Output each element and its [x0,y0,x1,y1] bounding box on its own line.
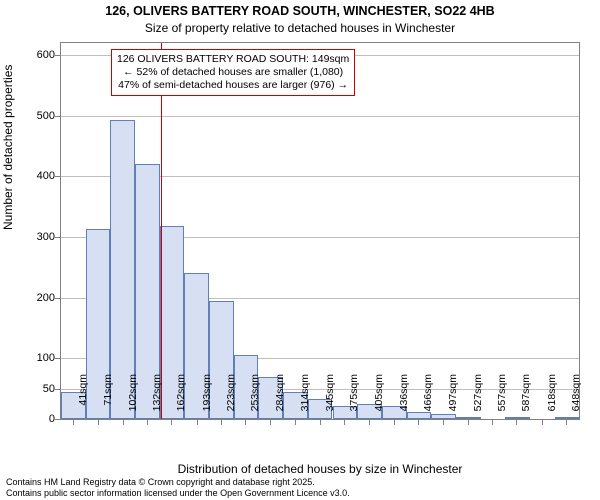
x-tick-mark [73,420,74,425]
x-tick-mark [418,420,419,425]
chart-subtitle: Size of property relative to detached ho… [0,21,600,35]
plot-area: 126 OLIVERS BATTERY ROAD SOUTH: 149sqm← … [60,42,580,420]
x-tick-label: 132sqm [151,374,163,424]
y-tick-label: 200 [15,292,55,304]
x-tick-label: 375sqm [348,374,360,424]
x-tick-label: 41sqm [77,374,89,424]
marker-line [161,43,162,419]
x-tick-label: 618sqm [546,374,558,424]
x-tick-mark [147,420,148,425]
y-tick-label: 500 [15,110,55,122]
x-tick-mark [443,420,444,425]
x-tick-mark [295,420,296,425]
annotation-line-2: ← 52% of detached houses are smaller (1,… [117,66,349,79]
annotation-line-1: 126 OLIVERS BATTERY ROAD SOUTH: 149sqm [117,53,349,66]
x-tick-label: 193sqm [201,374,213,424]
y-tick-mark [55,55,60,56]
y-tick-label: 600 [15,49,55,61]
x-tick-mark [221,420,222,425]
y-tick-mark [55,389,60,390]
x-axis-label: Distribution of detached houses by size … [60,462,580,476]
x-tick-label: 587sqm [520,374,532,424]
x-tick-mark [245,420,246,425]
chart-title: 126, OLIVERS BATTERY ROAD SOUTH, WINCHES… [0,4,600,18]
y-tick-mark [55,176,60,177]
x-tick-label: 345sqm [324,374,336,424]
x-tick-label: 253sqm [249,374,261,424]
y-tick-mark [55,116,60,117]
histogram-chart: 126, OLIVERS BATTERY ROAD SOUTH, WINCHES… [0,0,600,500]
x-tick-mark [468,420,469,425]
footer-attribution: Contains HM Land Registry data © Crown c… [6,477,350,498]
x-tick-label: 102sqm [127,374,139,424]
x-tick-mark [123,420,124,425]
x-tick-mark [394,420,395,425]
x-tick-label: 497sqm [447,374,459,424]
x-tick-label: 436sqm [398,374,410,424]
x-tick-label: 405sqm [373,374,385,424]
footer-line-1: Contains HM Land Registry data © Crown c… [6,477,350,487]
x-tick-mark [542,420,543,425]
x-tick-mark [516,420,517,425]
annotation-line-3: 47% of semi-detached houses are larger (… [117,79,349,92]
footer-line-2: Contains public sector information licen… [6,488,350,498]
x-tick-label: 223sqm [225,374,237,424]
x-tick-label: 162sqm [175,374,187,424]
x-tick-label: 314sqm [299,374,311,424]
y-tick-label: 0 [15,413,55,425]
x-tick-mark [197,420,198,425]
gridline-h [61,116,579,117]
y-tick-mark [55,237,60,238]
x-tick-label: 527sqm [472,374,484,424]
y-tick-label: 100 [15,352,55,364]
y-axis-label: Number of detached properties [1,65,15,230]
x-tick-label: 466sqm [422,374,434,424]
x-tick-label: 557sqm [496,374,508,424]
x-tick-label: 284sqm [274,374,286,424]
y-tick-label: 300 [15,231,55,243]
x-tick-mark [171,420,172,425]
x-tick-mark [369,420,370,425]
annotation-box: 126 OLIVERS BATTERY ROAD SOUTH: 149sqm← … [111,49,355,96]
y-tick-mark [55,358,60,359]
y-tick-mark [55,419,60,420]
x-tick-mark [320,420,321,425]
x-tick-label: 648sqm [570,374,582,424]
x-tick-mark [566,420,567,425]
x-tick-mark [492,420,493,425]
y-tick-label: 400 [15,170,55,182]
x-tick-mark [98,420,99,425]
x-tick-label: 71sqm [102,374,114,424]
y-tick-label: 50 [15,383,55,395]
y-tick-mark [55,298,60,299]
x-tick-mark [344,420,345,425]
x-tick-mark [270,420,271,425]
